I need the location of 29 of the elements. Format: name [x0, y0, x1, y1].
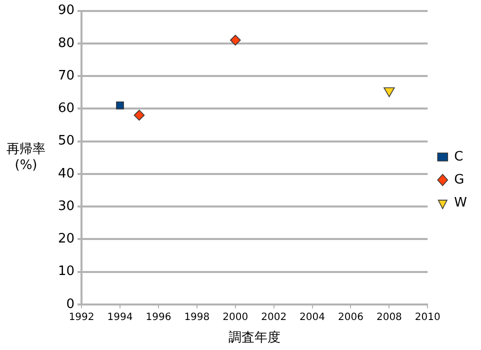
x-tick-label: 2006: [338, 312, 364, 323]
x-tick-label: 2010: [414, 312, 440, 323]
legend-label: G: [454, 172, 464, 188]
y-tick-label: 50: [58, 134, 75, 149]
point: [116, 101, 124, 110]
y-tick-label: 20: [58, 232, 75, 247]
point: [230, 34, 241, 46]
legend-label: W: [454, 195, 468, 210]
legend-label: C: [454, 149, 464, 164]
y-tick-label: 70: [58, 68, 75, 84]
y-axis-title: 再帰率 (%): [6, 140, 46, 173]
x-tick-label: 1992: [68, 312, 94, 323]
x-tick-label: 2002: [261, 312, 287, 323]
y-tick-label: 90: [58, 3, 75, 18]
y-tick-label: 60: [58, 101, 75, 116]
x-tick-label: 2004: [300, 312, 326, 323]
x-tick-label: 1998: [184, 312, 210, 323]
y-tick-label: 0: [66, 296, 75, 312]
point: [384, 87, 395, 98]
x-axis-title: 調査年度: [228, 330, 281, 346]
point: [134, 110, 145, 121]
x-tick-label: 2000: [222, 312, 248, 323]
y-tick-label: 40: [58, 166, 75, 182]
y-tick-label: 30: [58, 198, 75, 214]
y-tick-label: 80: [58, 36, 75, 51]
x-tick-label: 1994: [107, 312, 133, 323]
x-tick-label: 1996: [146, 312, 172, 323]
y-tick-label: 10: [58, 264, 75, 280]
x-tick-label: 2008: [376, 312, 402, 323]
